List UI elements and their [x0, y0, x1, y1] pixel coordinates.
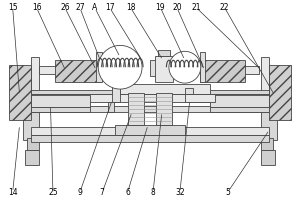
Bar	[269, 65, 291, 120]
Circle shape	[98, 45, 142, 89]
Text: 6: 6	[125, 188, 130, 197]
Text: 14: 14	[8, 188, 17, 197]
Text: 15: 15	[8, 3, 17, 12]
Bar	[205, 66, 260, 74]
Bar	[120, 84, 210, 94]
Text: A: A	[92, 3, 98, 12]
Bar	[31, 106, 269, 112]
Bar	[156, 93, 172, 125]
Bar	[9, 65, 31, 120]
Bar	[31, 57, 38, 112]
Bar	[96, 52, 102, 82]
Bar	[150, 60, 178, 76]
Bar	[25, 150, 38, 165]
Bar	[112, 84, 120, 102]
Text: 7: 7	[100, 188, 105, 197]
Text: 19: 19	[156, 3, 165, 12]
Text: 26: 26	[60, 3, 70, 12]
Text: 32: 32	[175, 188, 185, 197]
Bar	[210, 107, 269, 112]
Bar	[185, 88, 193, 94]
Text: 5: 5	[225, 188, 230, 197]
Circle shape	[169, 51, 201, 83]
Text: 25: 25	[48, 188, 58, 197]
Bar	[158, 50, 170, 56]
Bar	[38, 66, 96, 74]
Text: 22: 22	[220, 3, 230, 12]
Bar	[262, 150, 275, 165]
Bar	[262, 112, 278, 140]
Bar	[31, 95, 90, 107]
Bar	[185, 94, 215, 102]
Bar	[128, 93, 144, 125]
Text: 17: 17	[105, 3, 115, 12]
Bar	[155, 56, 173, 82]
Bar	[56, 60, 100, 82]
Text: 16: 16	[32, 3, 41, 12]
Bar	[31, 90, 269, 94]
Bar	[27, 138, 38, 150]
Bar	[108, 102, 114, 112]
Bar	[22, 112, 38, 140]
Text: 20: 20	[172, 3, 182, 12]
Text: 21: 21	[191, 3, 201, 12]
Text: 18: 18	[126, 3, 135, 12]
Bar	[115, 125, 185, 135]
Bar	[31, 135, 269, 142]
Bar	[31, 107, 90, 112]
Bar	[210, 95, 269, 107]
Bar	[262, 57, 269, 112]
Bar	[31, 94, 269, 102]
Bar	[200, 60, 244, 82]
Bar	[200, 52, 205, 82]
Text: 9: 9	[77, 188, 82, 197]
Text: 27: 27	[75, 3, 85, 12]
Text: 8: 8	[151, 188, 155, 197]
Bar	[262, 138, 273, 150]
Bar	[31, 127, 269, 135]
